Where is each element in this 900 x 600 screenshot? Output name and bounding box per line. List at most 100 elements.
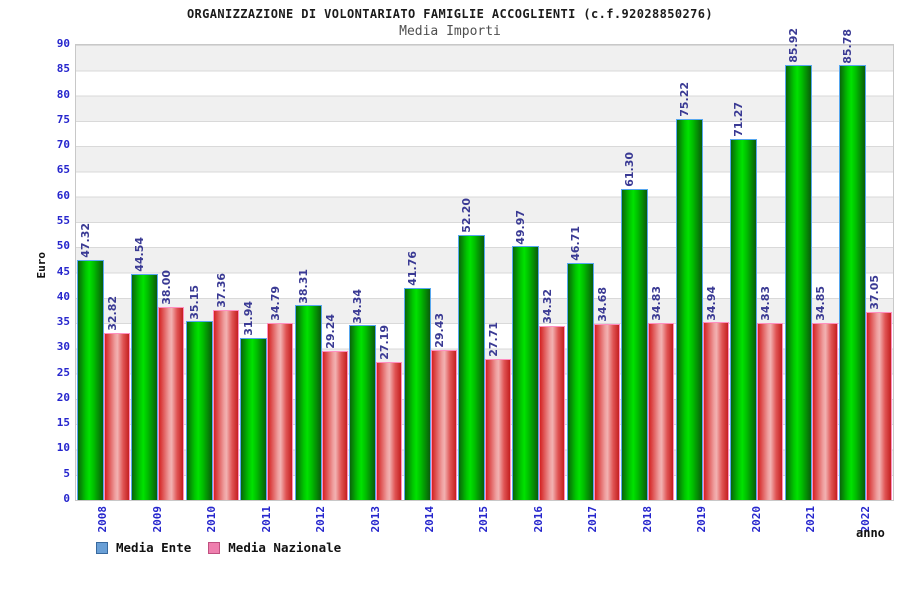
chart-subtitle: Media Importi [399, 24, 501, 39]
x-tick-label-2012: 2012 [314, 506, 328, 533]
media-ente-bar-2008: 47.32 [76, 223, 104, 500]
media-ente-bar-2018: 61.30 [621, 152, 649, 500]
bar-value-label: 32.82 [105, 296, 119, 332]
y-tick-label: 10 [56, 441, 70, 455]
x-tick-label-2021: 2021 [804, 506, 818, 533]
y-tick-label: 45 [56, 264, 70, 278]
media-nazionale-bar-2021: 34.85 [811, 286, 838, 500]
media-ente-bar-2014: 41.76 [403, 251, 431, 500]
media-nazionale-bar-2018: 34.83 [648, 286, 675, 500]
legend-label-media-nazionale: Media Nazionale [228, 540, 342, 555]
media-nazionale-bar-2020: 34.83 [757, 286, 784, 500]
media-nazionale-bar-2008: 32.82 [103, 296, 130, 500]
media-nazionale-bar-2013: 27.19 [376, 325, 403, 500]
x-tick-label-2018: 2018 [640, 506, 654, 533]
y-tick-label: 5 [63, 466, 70, 480]
chart-title: ORGANIZZAZIONE DI VOLONTARIATO FAMIGLIE … [186, 7, 714, 21]
x-tick-label-2009: 2009 [150, 506, 164, 533]
legend-item-media-nazionale: Media Nazionale [208, 540, 341, 555]
x-tick-label-2008: 2008 [96, 506, 110, 533]
bar-value-label: 85.92 [786, 27, 800, 63]
bar-group-2021: 85.92 34.85 2021 [784, 28, 838, 533]
bar-group-2014: 41.76 29.43 2014 [403, 45, 457, 533]
media-ente-bar-2020: 71.27 [730, 102, 758, 500]
media-ente-bar-2010: 35.15 [185, 285, 213, 500]
media-nazionale-bar-2017: 34.68 [593, 287, 620, 500]
media-nazionale-bar-2012: 29.24 [321, 314, 348, 500]
bar-group-2009: 44.54 38.00 2009 [130, 45, 185, 533]
bar-group-2010: 35.15 37.36 2010 [185, 45, 239, 533]
x-tick-label-2010: 2010 [205, 506, 219, 533]
media-ente-bar-2017: 46.71 [566, 226, 594, 500]
x-tick-label-2011: 2011 [259, 506, 273, 533]
y-tick-label: 0 [63, 492, 70, 505]
x-tick-label-2014: 2014 [423, 506, 437, 533]
media-ente-bar-2013: 34.34 [349, 289, 377, 500]
plot-area: 47.32 32.82 2008 44.54 38.00 2009 35.15 37.36 20… [75, 28, 894, 533]
y-tick-label: 30 [56, 340, 70, 354]
bar-group-2018: 61.30 34.83 2018 [621, 45, 675, 533]
bar-value-label: 34.68 [595, 286, 609, 322]
x-tick-label-2017: 2017 [586, 506, 600, 533]
media-nazionale-bar-2011: 34.79 [267, 286, 294, 500]
legend: Media Ente Media Nazionale [96, 540, 341, 555]
bar-value-label: 47.32 [78, 222, 92, 258]
legend-swatch-pink-icon [208, 541, 221, 554]
x-tick-label-2016: 2016 [531, 506, 545, 533]
y-tick-label: 75 [56, 112, 70, 126]
y-tick-label: 50 [56, 239, 70, 253]
y-tick-label: 35 [56, 315, 70, 329]
bar-value-label: 41.76 [405, 251, 419, 286]
x-tick-label-2020: 2020 [749, 506, 763, 533]
bar-value-label: 34.85 [813, 286, 827, 321]
bar-value-label: 46.71 [568, 226, 582, 261]
bar-value-label: 44.54 [133, 237, 147, 272]
bar-value-label: 75.22 [677, 81, 691, 117]
bar-value-label: 35.15 [187, 284, 201, 320]
media-ente-bar-2019: 75.22 [675, 82, 703, 500]
media-ente-bar-2021: 85.92 [784, 28, 812, 500]
y-tick-label: 55 [56, 213, 70, 227]
bar-value-label: 34.34 [351, 288, 365, 324]
legend-swatch-blue-icon [96, 541, 108, 554]
y-tick-label: 15 [56, 416, 70, 430]
media-nazionale-bar-2014: 29.43 [430, 313, 457, 500]
bar-value-label: 37.36 [214, 273, 228, 309]
bar-value-label: 27.71 [486, 322, 500, 357]
bar-group-2013: 34.34 27.19 2013 [348, 45, 403, 533]
y-tick-label: 90 [56, 37, 70, 50]
bar-group-2019: 75.22 34.94 2019 [675, 45, 729, 533]
media-ente-bar-2009: 44.54 [131, 237, 159, 500]
y-tick-label: 80 [56, 87, 70, 101]
bar-value-label: 34.79 [269, 286, 283, 322]
bar-value-label: 52.20 [459, 198, 473, 234]
y-tick-label: 65 [56, 163, 70, 177]
bar-group-2016: 49.97 34.32 2016 [512, 45, 566, 533]
x-tick-label-2015: 2015 [477, 506, 491, 533]
media-ente-bar-2022: 85.78 [839, 29, 867, 500]
legend-label-media-ente: Media Ente [116, 540, 192, 555]
media-nazionale-bar-2022: 37.05 [866, 275, 893, 500]
bar-value-label: 38.00 [160, 270, 174, 305]
media-nazionale-bar-2019: 34.94 [702, 286, 729, 500]
bar-value-label: 34.94 [704, 285, 718, 321]
y-tick-label: 25 [56, 365, 70, 379]
media-nazionale-bar-2016: 34.32 [539, 289, 566, 500]
x-tick-label-2013: 2013 [368, 506, 382, 533]
bar-value-label: 34.83 [650, 286, 664, 321]
x-axis-title: anno [856, 526, 885, 540]
bar-value-label: 29.24 [323, 314, 337, 350]
media-nazionale-bar-2010: 37.36 [212, 273, 239, 500]
x-tick-label-2019: 2019 [695, 506, 709, 533]
bar-value-label: 29.43 [432, 313, 446, 349]
bar-value-label: 37.05 [868, 274, 882, 310]
media-nazionale-bar-2015: 27.71 [484, 322, 511, 500]
bar-value-label: 71.27 [732, 101, 746, 137]
media-ente-bar-2016: 49.97 [512, 210, 540, 500]
bar-group-2020: 71.27 34.83 2020 [730, 45, 784, 533]
bar-group-2011: 31.94 34.79 2011 [239, 45, 294, 533]
bar-value-label: 27.19 [378, 324, 392, 360]
y-tick-label: 60 [56, 188, 70, 202]
media-ente-bar-2015: 52.20 [457, 198, 485, 500]
